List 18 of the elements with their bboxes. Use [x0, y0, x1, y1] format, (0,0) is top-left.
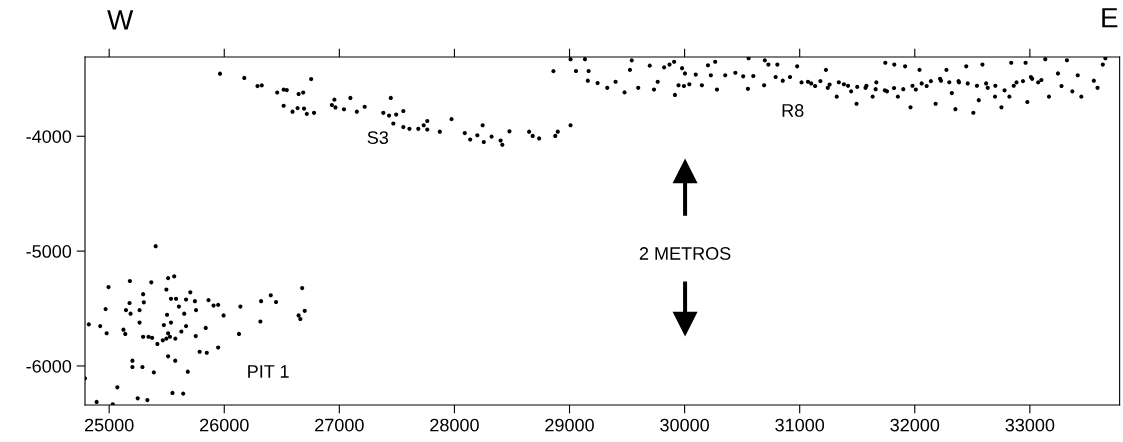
annotation: 2 METROS [639, 247, 731, 260]
x-tick-label: 25000 [84, 418, 134, 432]
x-tick-label: 27000 [315, 418, 364, 432]
y-tick-label: -5000 [26, 245, 72, 258]
y-tick-label: -6000 [26, 359, 72, 373]
x-tick-label: 32000 [890, 418, 940, 432]
text: E [1102, 8, 1118, 28]
x-tick-label: 33000 [1005, 418, 1055, 432]
x-tick-label: 26000 [200, 418, 249, 432]
x-tick-label: 31000 [775, 418, 825, 432]
annotation: S3 [367, 131, 389, 144]
x-tick-label: 30000 [660, 418, 710, 432]
x-tick-label: 28000 [430, 418, 479, 432]
text: W [107, 10, 134, 30]
annotation: R8 [782, 104, 804, 117]
annotation: PIT 1 [248, 365, 289, 378]
x-tick-label: 29000 [545, 418, 594, 432]
y-tick-label: -4000 [26, 130, 72, 143]
